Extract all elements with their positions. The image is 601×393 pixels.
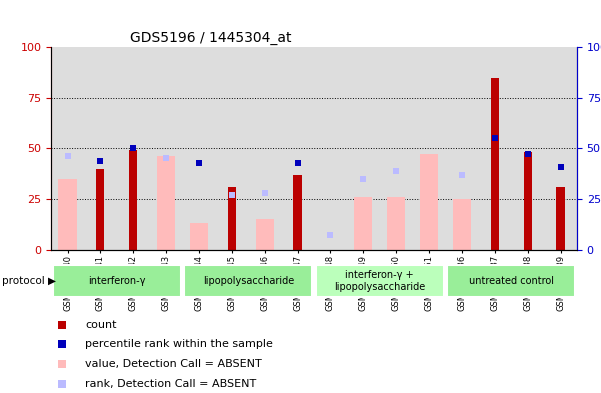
Text: interferon-γ +
lipopolysaccharide: interferon-γ + lipopolysaccharide — [334, 270, 426, 292]
FancyBboxPatch shape — [184, 265, 313, 297]
Bar — [557, 187, 564, 250]
Bar — [96, 169, 105, 250]
Text: untreated control: untreated control — [469, 276, 554, 286]
Text: interferon-γ: interferon-γ — [88, 276, 145, 286]
FancyBboxPatch shape — [447, 265, 575, 297]
Text: rank, Detection Call = ABSENT: rank, Detection Call = ABSENT — [85, 378, 257, 389]
Bar — [157, 156, 175, 250]
Bar — [228, 187, 236, 250]
Text: count: count — [85, 320, 117, 330]
FancyBboxPatch shape — [53, 265, 181, 297]
Bar — [354, 197, 373, 250]
Bar — [490, 77, 499, 250]
Bar — [190, 223, 208, 250]
Bar — [129, 151, 138, 250]
Text: percentile rank within the sample: percentile rank within the sample — [85, 339, 273, 349]
Text: GDS5196 / 1445304_at: GDS5196 / 1445304_at — [130, 31, 291, 45]
Bar — [293, 174, 302, 250]
Bar — [387, 197, 405, 250]
Bar — [453, 199, 471, 250]
Text: protocol ▶: protocol ▶ — [2, 276, 56, 286]
Bar — [420, 154, 438, 250]
Text: value, Detection Call = ABSENT: value, Detection Call = ABSENT — [85, 359, 262, 369]
Bar — [58, 179, 76, 250]
FancyBboxPatch shape — [316, 265, 444, 297]
Bar — [255, 219, 274, 250]
Text: lipopolysaccharide: lipopolysaccharide — [203, 276, 294, 286]
Bar — [523, 152, 532, 250]
